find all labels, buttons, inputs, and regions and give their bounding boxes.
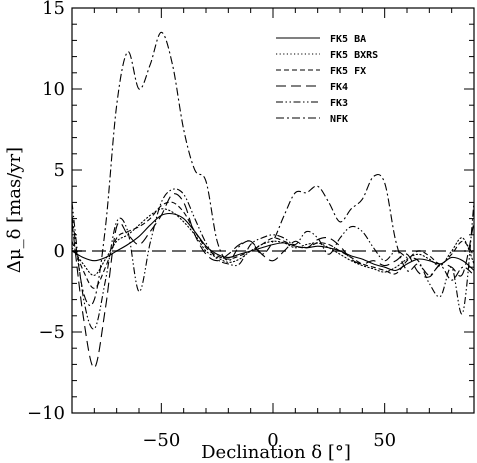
x-tick-label: 0 <box>267 430 278 451</box>
series-line-nfk <box>72 31 474 307</box>
legend-item: FK3 <box>276 98 348 109</box>
legend-item: FK5 BA <box>276 34 366 45</box>
y-tick-label: −5 <box>38 322 65 343</box>
y-tick-label: 5 <box>54 160 65 181</box>
series-line-fk4 <box>72 193 474 369</box>
x-tick-label: 50 <box>373 430 396 451</box>
y-tick-label: −10 <box>27 403 65 424</box>
legend-item: FK5 FX <box>276 66 366 77</box>
legend-label: FK3 <box>330 98 348 109</box>
y-axis-label: Δμ_δ [mas/yr] <box>4 147 25 273</box>
legend-label: FK5 BA <box>330 34 366 45</box>
legend: FK5 BA FK5 BXRS FK5 FX FK4 FK3 NFK <box>276 34 378 125</box>
series-line-fk5-fx <box>72 201 474 289</box>
series-line-fk3 <box>72 188 474 330</box>
axis-ticks <box>71 7 475 414</box>
legend-label: FK5 FX <box>330 66 366 77</box>
y-tick-label: 10 <box>42 79 65 100</box>
series-line-fk5-ba <box>72 212 474 272</box>
plot-frame <box>71 7 475 414</box>
legend-label: NFK <box>330 114 348 125</box>
legend-label: FK5 BXRS <box>330 50 378 61</box>
y-tick-label: 15 <box>42 0 65 19</box>
x-tick-label: −50 <box>142 430 180 451</box>
legend-label: FK4 <box>330 82 348 93</box>
x-axis-label: Declination δ [°] <box>201 442 351 463</box>
legend-item: FK5 BXRS <box>276 50 378 61</box>
legend-item: NFK <box>276 114 348 125</box>
y-tick-label: 0 <box>54 241 65 262</box>
legend-item: FK4 <box>276 82 348 93</box>
series-lines <box>72 31 474 369</box>
